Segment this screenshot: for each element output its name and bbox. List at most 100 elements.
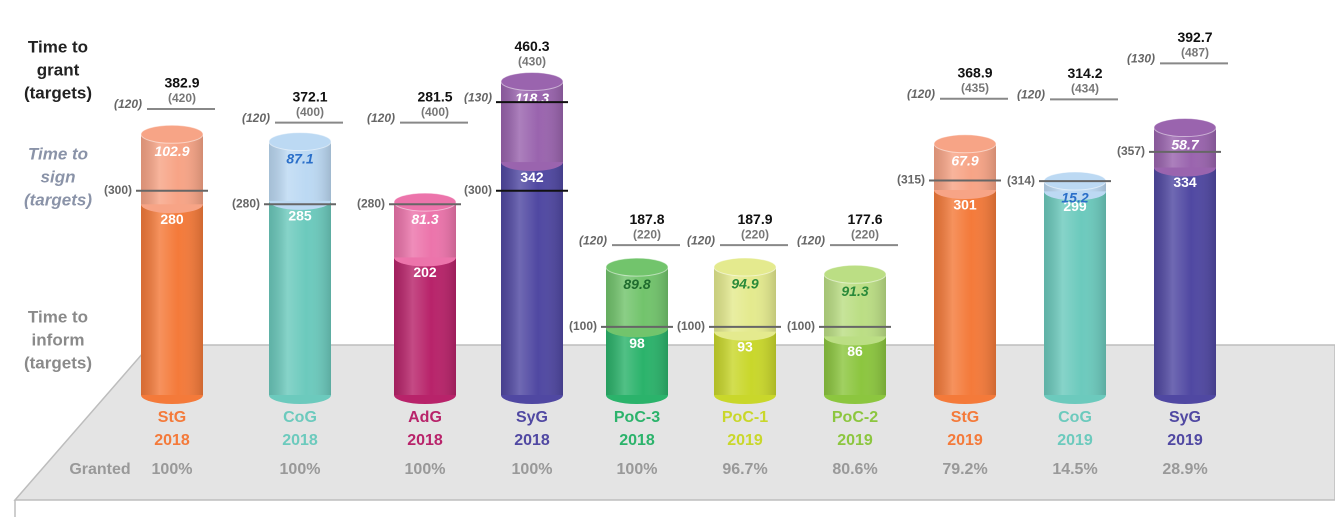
inform-target-label: (100)	[569, 319, 597, 333]
cylinder-shade	[269, 141, 331, 201]
granted-value: 96.7%	[722, 461, 767, 478]
row-label: Granted	[69, 461, 130, 478]
sign-target-label: (120)	[797, 233, 825, 247]
inform-target-label: (315)	[897, 173, 925, 187]
inform-target-label: (280)	[357, 196, 385, 210]
category-year: 2018	[619, 432, 655, 449]
sign-target-label: (130)	[464, 90, 492, 104]
grant-target-label: (434)	[1071, 82, 1099, 96]
category-name: SyG	[516, 409, 548, 426]
inform-target-label: (314)	[1007, 173, 1035, 187]
grant-value: 460.3	[514, 38, 549, 54]
sign-value: 102.9	[154, 143, 189, 159]
sign-target-label: (120)	[687, 233, 715, 247]
sign-target-label: (120)	[579, 233, 607, 247]
category-name: StG	[158, 409, 186, 426]
inform-value: 98	[629, 335, 645, 351]
sign-target-label: (120)	[114, 97, 142, 111]
cylinder-top	[393, 192, 457, 212]
category-name: StG	[951, 409, 979, 426]
inform-target-label: (100)	[787, 319, 815, 333]
grant-value: 187.9	[737, 211, 772, 227]
grant-value: 187.8	[629, 211, 664, 227]
sign-value: 67.9	[951, 152, 978, 168]
inform-value: 93	[737, 338, 753, 354]
category-name: PoC-1	[722, 409, 768, 426]
category-name: SyG	[1169, 409, 1201, 426]
grant-value: 392.7	[1177, 29, 1212, 45]
sign-value: 118.3	[515, 90, 549, 106]
grant-value: 368.9	[957, 64, 992, 80]
inform-value: 280	[160, 211, 184, 227]
grant-target-label: (487)	[1181, 46, 1209, 60]
cylinder-shade	[141, 134, 203, 205]
granted-value: 80.6%	[832, 461, 877, 478]
sign-target-label: (120)	[907, 87, 935, 101]
sign-value: 15.2	[1061, 190, 1088, 206]
inform-value: 334	[1173, 174, 1197, 190]
sign-value: 58.7	[1171, 136, 1199, 152]
cylinder-shade	[824, 336, 886, 395]
cylinder-top	[1153, 118, 1217, 138]
grant-value: 281.5	[417, 88, 452, 104]
grant-target-label: (220)	[741, 227, 769, 241]
row-label: inform	[32, 330, 85, 349]
row-label: grant	[37, 60, 80, 79]
cylinder-shade	[141, 204, 203, 395]
grant-value: 382.9	[164, 75, 199, 91]
inform-value: 299	[1063, 198, 1087, 214]
sign-value: 89.8	[623, 276, 650, 292]
grant-target-label: (435)	[961, 81, 989, 95]
sign-target-label: (120)	[242, 111, 270, 125]
cylinder-shade	[934, 190, 996, 395]
grant-target-label: (400)	[296, 105, 324, 119]
category-year: 2018	[407, 432, 443, 449]
cylinder-shade	[714, 331, 776, 395]
floor	[13, 344, 1335, 501]
row-label: (targets)	[24, 353, 92, 372]
granted-value: 28.9%	[1162, 461, 1207, 478]
category-year: 2019	[1167, 432, 1203, 449]
category-year: 2019	[727, 432, 763, 449]
category-name: PoC-3	[614, 409, 660, 426]
cylinder-shade	[714, 267, 776, 332]
sign-target-label: (130)	[1127, 52, 1155, 66]
inform-target-label: (300)	[464, 183, 492, 197]
category-year: 2018	[514, 432, 550, 449]
cylinder-top	[268, 132, 332, 152]
cylinder-top	[500, 72, 564, 92]
inform-value: 86	[847, 343, 863, 359]
cylinder-top	[823, 264, 887, 284]
category-year: 2019	[947, 432, 983, 449]
inform-value: 285	[288, 208, 312, 224]
cylinder-shade	[269, 200, 331, 395]
cylinder-shade	[394, 257, 456, 395]
cylinder-shade	[501, 81, 563, 163]
inform-value: 301	[953, 197, 977, 213]
sign-value: 87.1	[286, 150, 313, 166]
category-name: AdG	[408, 409, 442, 426]
granted-value: 100%	[280, 461, 321, 478]
category-year: 2018	[282, 432, 318, 449]
cylinder-shade	[606, 328, 668, 395]
cylinder-shade	[1044, 191, 1106, 395]
row-label: sign	[41, 167, 76, 186]
granted-value: 100%	[512, 461, 553, 478]
inform-target-label: (300)	[104, 183, 132, 197]
cylinder-top	[933, 134, 997, 154]
cylinder-shade	[501, 162, 563, 395]
cylinder-shade	[1154, 167, 1216, 395]
sign-value: 91.3	[841, 283, 868, 299]
grant-target-label: (400)	[421, 105, 449, 119]
sign-target-label: (120)	[367, 111, 395, 125]
row-label: (targets)	[24, 83, 92, 102]
row-label: (targets)	[24, 190, 92, 209]
grant-value: 314.2	[1067, 65, 1102, 81]
inform-value: 202	[413, 264, 437, 280]
category-year: 2019	[1057, 432, 1093, 449]
granted-value: 14.5%	[1052, 461, 1097, 478]
grant-value: 177.6	[847, 211, 882, 227]
sign-value: 94.9	[731, 276, 758, 292]
